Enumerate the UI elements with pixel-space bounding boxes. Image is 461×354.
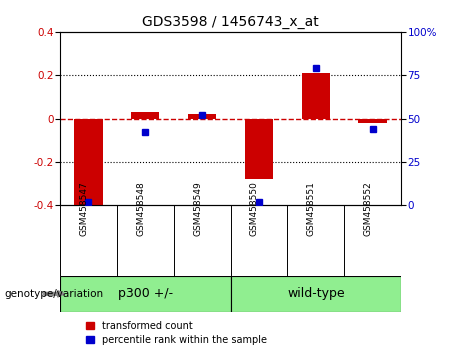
Text: GSM458551: GSM458551: [307, 181, 316, 236]
Bar: [358, 119, 387, 123]
Bar: [131, 112, 160, 119]
Bar: [188, 114, 216, 119]
Bar: [245, 119, 273, 179]
Text: GSM458547: GSM458547: [79, 182, 89, 236]
Text: GSM458550: GSM458550: [250, 181, 259, 236]
Title: GDS3598 / 1456743_x_at: GDS3598 / 1456743_x_at: [142, 16, 319, 29]
Text: wild-type: wild-type: [287, 287, 344, 300]
Bar: [301, 73, 330, 119]
Text: GSM458549: GSM458549: [193, 182, 202, 236]
Bar: [74, 119, 102, 205]
FancyBboxPatch shape: [230, 276, 401, 312]
Text: GSM458552: GSM458552: [364, 182, 372, 236]
Text: GSM458548: GSM458548: [136, 182, 145, 236]
Legend: transformed count, percentile rank within the sample: transformed count, percentile rank withi…: [84, 319, 269, 347]
Text: p300 +/-: p300 +/-: [118, 287, 173, 300]
FancyBboxPatch shape: [60, 276, 230, 312]
Text: genotype/variation: genotype/variation: [5, 289, 104, 299]
